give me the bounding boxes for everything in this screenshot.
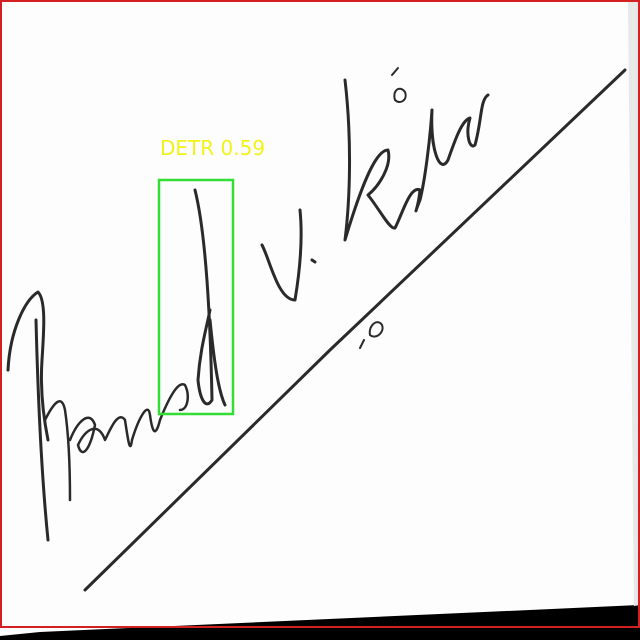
letter-d (193, 188, 227, 407)
letter-n (260, 208, 317, 302)
scan-edge (0, 605, 640, 640)
underline (83, 68, 627, 592)
signature (6, 67, 627, 592)
accent (391, 67, 407, 103)
detection-label: DETR 0.59 (160, 136, 265, 160)
letters-ramo (43, 382, 189, 502)
letters-raikar (343, 78, 490, 242)
scan-shadow (628, 0, 640, 606)
detection-box (157, 178, 235, 416)
mark (359, 321, 384, 349)
letter-p (6, 290, 50, 542)
